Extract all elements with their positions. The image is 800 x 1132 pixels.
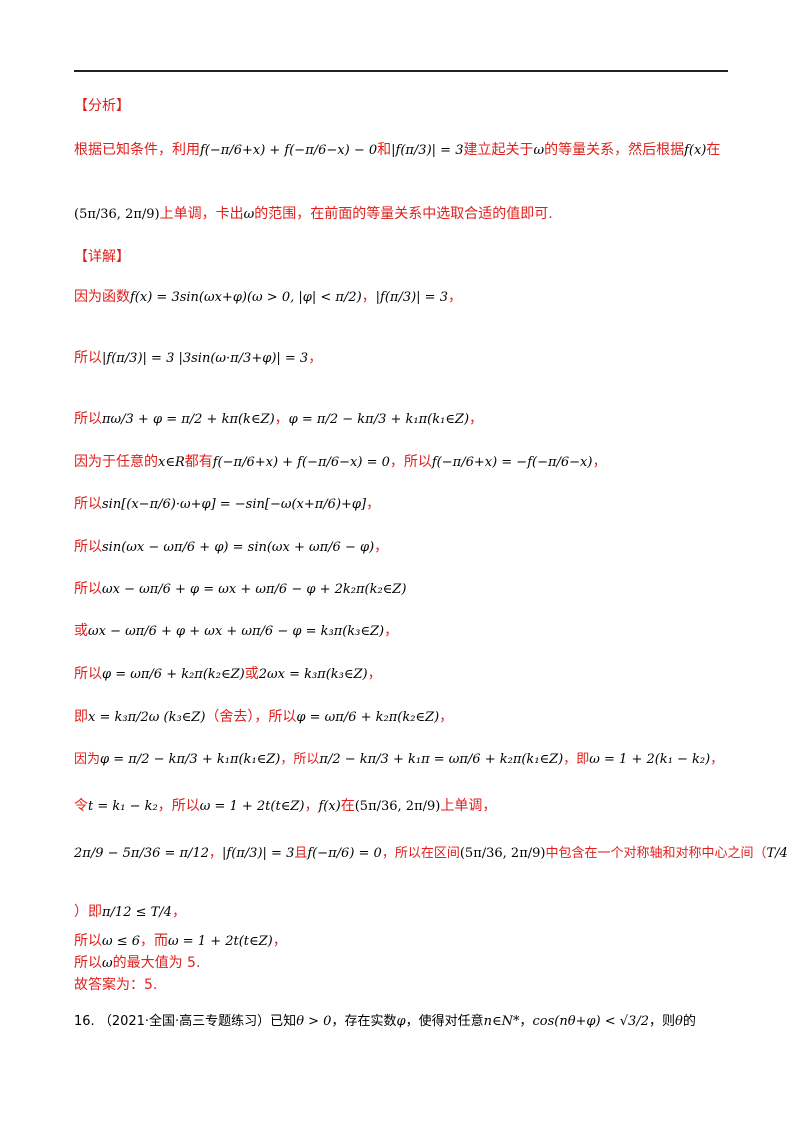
detail-line-7: 所以ωx − ωπ/6 + φ = ωx + ωπ/6 − φ + 2k₂π(k… (74, 581, 407, 597)
detail-line-1: 因为函数f(x) = 3sin(ωx+φ)(ω > 0, |φ| < π/2)，… (74, 289, 462, 305)
detail-line-8: 或ωx − ωπ/6 + φ + ωx + ωπ/6 − φ = k₃π(k₃∈… (74, 623, 399, 639)
top-rule (74, 70, 728, 72)
detail-line-5: 所以sin[(x−π/6)·ω+φ] = −sin[−ω(x+π/6)+φ]， (74, 496, 381, 512)
detail-line-16: 所以ω的最大值为 5. (74, 955, 201, 971)
detail-line-15: 所以ω ≤ 6，而ω = 1 + 2t(t∈Z)， (74, 933, 287, 949)
question-number: 16. (74, 1014, 95, 1029)
detail-line-14: ）即π/12 ≤ T/4， (74, 904, 186, 920)
detail-line-13: 2π/9 − 5π/36 = π/12，|f(π/3)| = 3且f(−π/6)… (74, 846, 788, 861)
detail-line-10: 即x = k₃π/2ω (k₃∈Z)（舍去），所以φ = ωπ/6 + k₂π(… (74, 709, 454, 725)
condition-formula-1: f(−π/6+x) + f(−π/6−x) − 0 (200, 143, 378, 158)
detail-line-6: 所以sin(ωx − ωπ/6 + φ) = sin(ωx + ωπ/6 − φ… (74, 539, 389, 555)
analysis-heading: 【分析】 (74, 98, 130, 114)
detail-line-2: 所以|f(π/3)| = 3 |3sin(ω·π/3+φ)| = 3， (74, 350, 323, 366)
question-16: 16. （2021·全国·高三专题练习）已知θ > 0，存在实数φ，使得对任意n… (74, 1014, 696, 1029)
detail-line-12: 令t = k₁ − k₂，所以ω = 1 + 2t(t∈Z)，f(x)在(5π/… (74, 798, 497, 814)
condition-formula-2: |f(π/3)| = 3 (391, 143, 464, 158)
detail-line-11: 因为φ = π/2 − kπ/3 + k₁π(k₁∈Z)，所以π/2 − kπ/… (74, 752, 724, 767)
analysis-line-1: 根据已知条件，利用f(−π/6+x) + f(−π/6−x) − 0和|f(π/… (74, 142, 721, 158)
detail-heading: 【详解】 (74, 249, 130, 265)
detail-line-3: 所以πω/3 + φ = π/2 + kπ(k∈Z)，φ = π/2 − kπ/… (74, 411, 484, 427)
detail-line-4: 因为于任意的x∈R都有f(−π/6+x) + f(−π/6−x) = 0，所以f… (74, 454, 607, 470)
final-answer: 故答案为：5. (74, 977, 158, 993)
detail-line-9: 所以φ = ωπ/6 + k₂π(k₂∈Z)或2ωx = k₃π(k₃∈Z)， (74, 666, 382, 682)
analysis-line-2: (5π/36, 2π/9)上单调，卡出ω的范围，在前面的等量关系中选取合适的值即… (74, 206, 553, 222)
interval-formula: (5π/36, 2π/9) (74, 207, 160, 222)
